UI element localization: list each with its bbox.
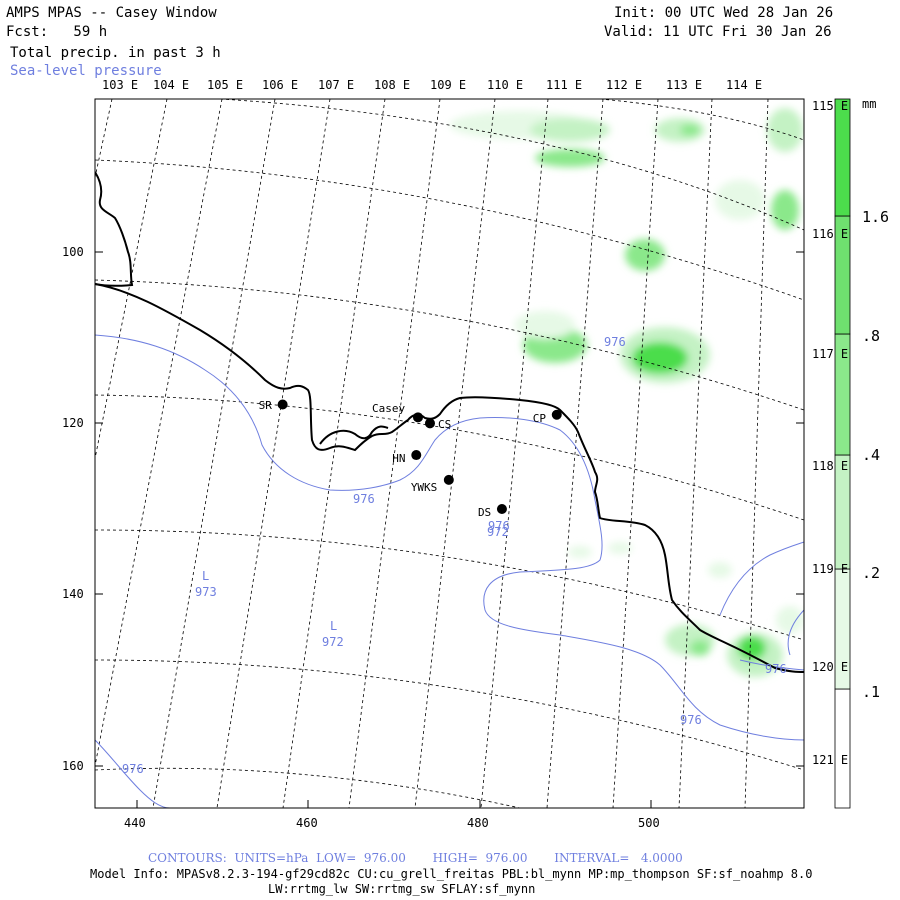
contour-label: 973 bbox=[195, 585, 217, 599]
x-tick-label: 460 bbox=[296, 816, 318, 830]
map-title: AMPS MPAS -- Casey Window bbox=[6, 5, 217, 21]
model-info: Model Info: MPASv8.2.3-194-gf29cd82c CU:… bbox=[90, 867, 813, 881]
longitude-label: 110 E bbox=[487, 78, 524, 92]
contour-label: 976 bbox=[765, 662, 787, 676]
right-edge-label: 120 E bbox=[812, 660, 849, 674]
longitude-label: 112 E bbox=[606, 78, 643, 92]
station-label: SR bbox=[258, 399, 272, 413]
y-axis-ticks bbox=[95, 251, 804, 808]
x-tick-label: 440 bbox=[124, 816, 146, 830]
longitude-label: 103 E bbox=[102, 78, 139, 92]
station-marker-ywks bbox=[443, 474, 454, 485]
x-tick-label: 480 bbox=[467, 816, 489, 830]
y-tick-label: 140 bbox=[62, 587, 84, 601]
station-label: Casey bbox=[371, 402, 406, 416]
longitude-label: 108 E bbox=[374, 78, 411, 92]
longitude-label: 113 E bbox=[666, 78, 703, 92]
colorbar-label: .8 bbox=[862, 327, 881, 345]
longitude-label: 109 E bbox=[430, 78, 467, 92]
station-label: YWKS bbox=[410, 480, 438, 494]
longitude-label: 106 E bbox=[262, 78, 299, 92]
init-time: Init: 00 UTC Wed 28 Jan 26 bbox=[614, 5, 834, 21]
longitude-label: 104 E bbox=[153, 78, 190, 92]
pressure-low-marker: L bbox=[330, 619, 338, 633]
contour-label: 976 bbox=[122, 762, 144, 776]
y-tick-label: 120 bbox=[62, 416, 84, 430]
station-marker-cs bbox=[424, 418, 435, 429]
station-marker-sr bbox=[277, 399, 288, 410]
contour-info: CONTOURS: UNITS=hPa LOW= 976.00 HIGH= 97… bbox=[148, 851, 683, 865]
overlay-label: Sea-level pressure bbox=[10, 63, 162, 79]
station-marker-casey bbox=[412, 412, 423, 423]
station-label: CP bbox=[532, 411, 547, 425]
colorbar-bin-0 bbox=[834, 688, 851, 809]
station-label: DS bbox=[477, 506, 492, 519]
pressure-low-marker: L bbox=[202, 569, 210, 583]
contour-label: 976 bbox=[353, 492, 375, 506]
right-edge-label: 118 E bbox=[812, 459, 849, 473]
colorbar-label: 1.6 bbox=[862, 208, 890, 226]
station-marker-ds bbox=[496, 504, 507, 514]
colorbar-label: .2 bbox=[862, 564, 881, 582]
x-tick-label: 500 bbox=[638, 816, 660, 830]
field-label: Total precip. in past 3 h bbox=[10, 45, 221, 61]
station-markers bbox=[277, 399, 562, 514]
y-tick-label: 100 bbox=[62, 245, 84, 259]
longitude-label: 111 E bbox=[546, 78, 583, 92]
longitude-label: 105 E bbox=[207, 78, 244, 92]
colorbar-unit: mm bbox=[862, 97, 877, 111]
plot-frame bbox=[94, 98, 805, 809]
right-edge-label: 121 E bbox=[812, 753, 849, 767]
right-edge-label: 115 E bbox=[812, 99, 849, 113]
station-marker-cp bbox=[551, 409, 562, 420]
contour-label: 972 bbox=[322, 635, 344, 649]
longitude-label: 114 E bbox=[726, 78, 763, 92]
graticule bbox=[95, 99, 804, 808]
contour-label: 976 bbox=[604, 335, 626, 349]
colorbar-label: .4 bbox=[862, 446, 881, 464]
longitude-label: 107 E bbox=[318, 78, 355, 92]
contour-label: 976 bbox=[488, 519, 510, 533]
station-label: HN bbox=[392, 452, 406, 466]
contour-label: 976 bbox=[680, 713, 702, 727]
colorbar-bin-5 bbox=[834, 98, 851, 217]
right-edge-label: 116 E bbox=[812, 227, 849, 241]
station-label: CS bbox=[437, 418, 452, 432]
coastline bbox=[95, 171, 804, 673]
colorbar-label: .1 bbox=[862, 683, 881, 701]
contour-label: 972 bbox=[487, 525, 509, 539]
right-edge-label: 117 E bbox=[812, 347, 849, 361]
model-info-2: LW:rrtmg_lw SW:rrtmg_sw SFLAY:sf_mynn bbox=[268, 882, 536, 896]
colorbar bbox=[834, 98, 851, 809]
forecast-hour: Fcst: 59 h bbox=[6, 24, 108, 40]
y-tick-label: 160 bbox=[62, 759, 84, 773]
station-marker-hn bbox=[411, 450, 422, 461]
right-edge-label: 119 E bbox=[812, 562, 849, 576]
valid-time: Valid: 11 UTC Fri 30 Jan 26 bbox=[604, 24, 832, 40]
